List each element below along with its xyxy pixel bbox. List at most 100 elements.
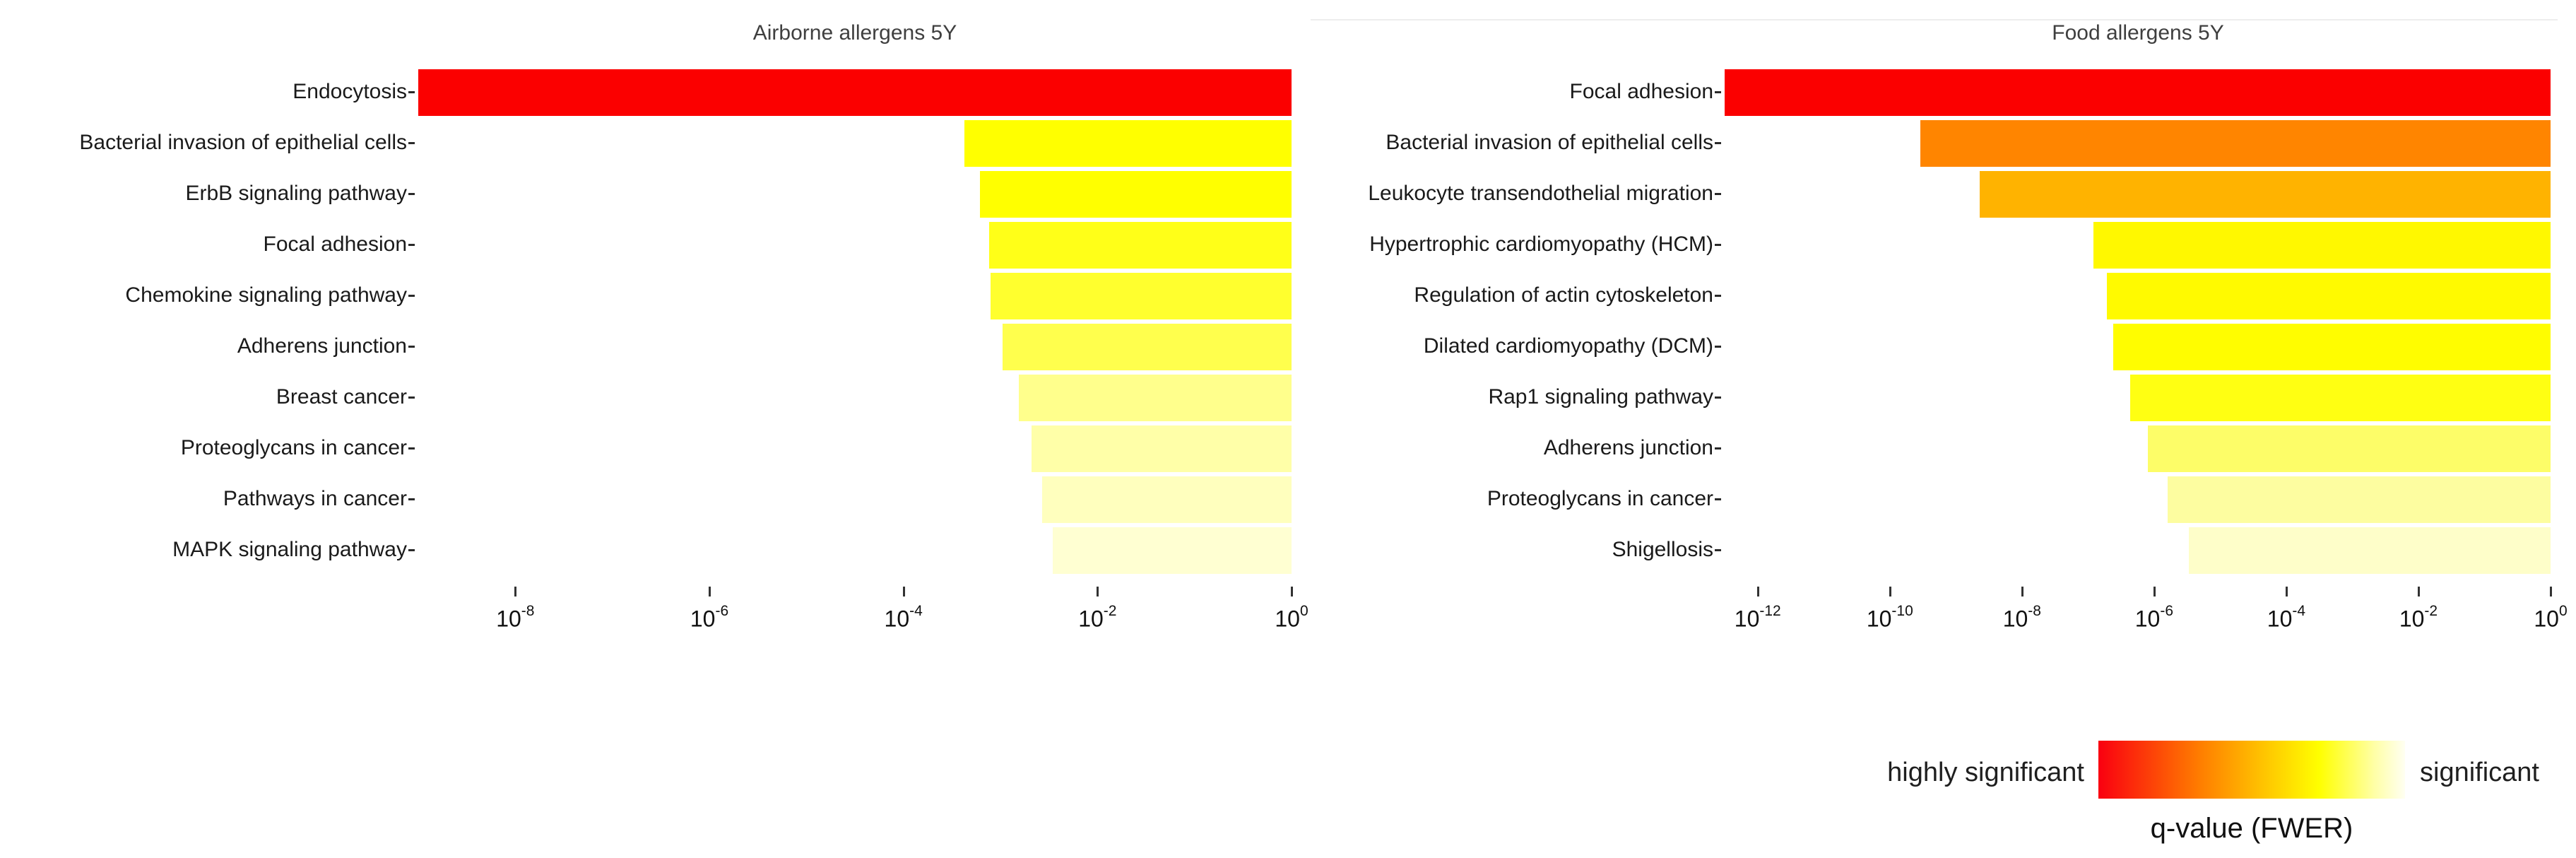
x-axis-tick (2550, 587, 2552, 597)
x-axis-tick (2285, 587, 2288, 597)
x-axis-tick-label: 100 (2534, 602, 2567, 631)
tick-exponent: 0 (1299, 603, 1308, 619)
y-axis-tick (1715, 549, 1721, 551)
category-label: Rap1 signaling pathway (1488, 385, 1713, 409)
tick-base: 10 (884, 606, 910, 632)
category-label: Proteoglycans in cancer (180, 436, 407, 459)
chart-title-airborne: Airborne allergens 5Y (752, 21, 957, 45)
tick-base: 10 (2534, 606, 2559, 632)
x-axis-tick-label: 10-10 (1867, 602, 1913, 631)
category-label: Regulation of actin cytoskeleton (1414, 283, 1713, 307)
tick-exponent: -4 (2292, 603, 2306, 619)
x-axis-tick-label: 10-2 (1078, 602, 1116, 631)
bar (991, 273, 1292, 319)
y-axis-tick (408, 346, 415, 348)
category-label: Pathways in cancer (223, 487, 407, 510)
bar (1031, 425, 1292, 472)
category-label: Chemokine signaling pathway (125, 283, 407, 307)
y-axis-tick (408, 498, 415, 500)
tick-base: 10 (690, 606, 716, 632)
x-axis-tick (709, 587, 711, 597)
bar (988, 222, 1292, 269)
category-label: Proteoglycans in cancer (1487, 487, 1713, 510)
category-label: Focal adhesion (263, 233, 407, 256)
category-label: Leukocyte transendothelial migration (1368, 182, 1713, 205)
bar (1019, 375, 1292, 421)
bar (2188, 527, 2551, 574)
bar (2147, 425, 2551, 472)
x-axis-tick (902, 587, 905, 597)
tick-exponent: -10 (1891, 603, 1913, 619)
x-axis-tick-label: 10-12 (1735, 602, 1781, 631)
category-label: Dilated cardiomyopathy (DCM) (1423, 334, 1713, 358)
chart-title-food: Food allergens 5Y (2052, 21, 2224, 45)
legend-title: q-value (FWER) (2150, 813, 2353, 844)
image-seam-line (1311, 19, 2558, 20)
bar (1042, 476, 1292, 523)
tick-base: 10 (1078, 606, 1104, 632)
tick-exponent: 0 (2558, 603, 2568, 619)
y-axis-tick (1715, 396, 1721, 399)
y-axis-tick (408, 193, 415, 195)
tick-exponent: -12 (1759, 603, 1781, 619)
bar (2167, 476, 2551, 523)
legend-gradient-bar (2098, 741, 2405, 799)
legend-highly-significant-label: highly significant (1887, 758, 2084, 787)
category-label: Shigellosis (1612, 538, 1713, 561)
y-axis-tick (1715, 193, 1721, 195)
y-axis-tick (408, 396, 415, 399)
legend-significant-label: significant (2420, 758, 2539, 787)
y-axis-tick (408, 295, 415, 297)
y-axis-tick (1715, 244, 1721, 246)
bar (1002, 324, 1292, 370)
y-axis-tick (408, 549, 415, 551)
category-label: Endocytosis (293, 80, 407, 103)
bar (1920, 120, 2551, 167)
x-axis-tick-label: 100 (1275, 602, 1308, 631)
bar (418, 69, 1292, 116)
tick-exponent: -6 (2160, 603, 2174, 619)
x-axis-tick (2153, 587, 2156, 597)
bar (2130, 375, 2551, 421)
tick-base: 10 (496, 606, 521, 632)
x-axis-tick-label: 10-8 (496, 602, 534, 631)
category-label: Adherens junction (1543, 436, 1713, 459)
bar (1053, 527, 1292, 574)
category-label: Adherens junction (237, 334, 407, 358)
x-axis-tick-label: 10-2 (2399, 602, 2438, 631)
category-label: Focal adhesion (1569, 80, 1713, 103)
x-axis-tick-label: 10-4 (2267, 602, 2305, 631)
tick-exponent: -2 (1103, 603, 1117, 619)
tick-base: 10 (1275, 606, 1300, 632)
bar (2093, 222, 2551, 269)
y-axis-tick (1715, 447, 1721, 449)
category-label: Hypertrophic cardiomyopathy (HCM) (1369, 233, 1713, 256)
y-axis-tick (1715, 346, 1721, 348)
x-axis-tick-label: 10-6 (2135, 602, 2173, 631)
tick-exponent: -2 (2424, 603, 2438, 619)
tick-base: 10 (2267, 606, 2293, 632)
tick-base: 10 (2002, 606, 2028, 632)
tick-base: 10 (2134, 606, 2161, 632)
bar (1979, 171, 2551, 218)
category-label: Bacterial invasion of epithelial cells (79, 131, 407, 154)
bar (2106, 273, 2551, 319)
x-axis-tick-label: 10-8 (2003, 602, 2041, 631)
y-axis-tick (408, 244, 415, 246)
x-axis-tick (1097, 587, 1099, 597)
category-label: Breast cancer (276, 385, 407, 409)
y-axis-tick (408, 447, 415, 449)
category-label: Bacterial invasion of epithelial cells (1386, 131, 1713, 154)
x-axis-tick (1291, 587, 1293, 597)
y-axis-tick (1715, 498, 1721, 500)
tick-base: 10 (2399, 606, 2425, 632)
x-axis-tick (2417, 587, 2420, 597)
y-axis-tick (1715, 91, 1721, 93)
tick-base: 10 (1734, 606, 1760, 632)
y-axis-tick (1715, 142, 1721, 144)
tick-exponent: -6 (715, 603, 729, 619)
category-label: ErbB signaling pathway (185, 182, 407, 205)
bar (2113, 324, 2551, 370)
tick-base: 10 (1866, 606, 1892, 632)
